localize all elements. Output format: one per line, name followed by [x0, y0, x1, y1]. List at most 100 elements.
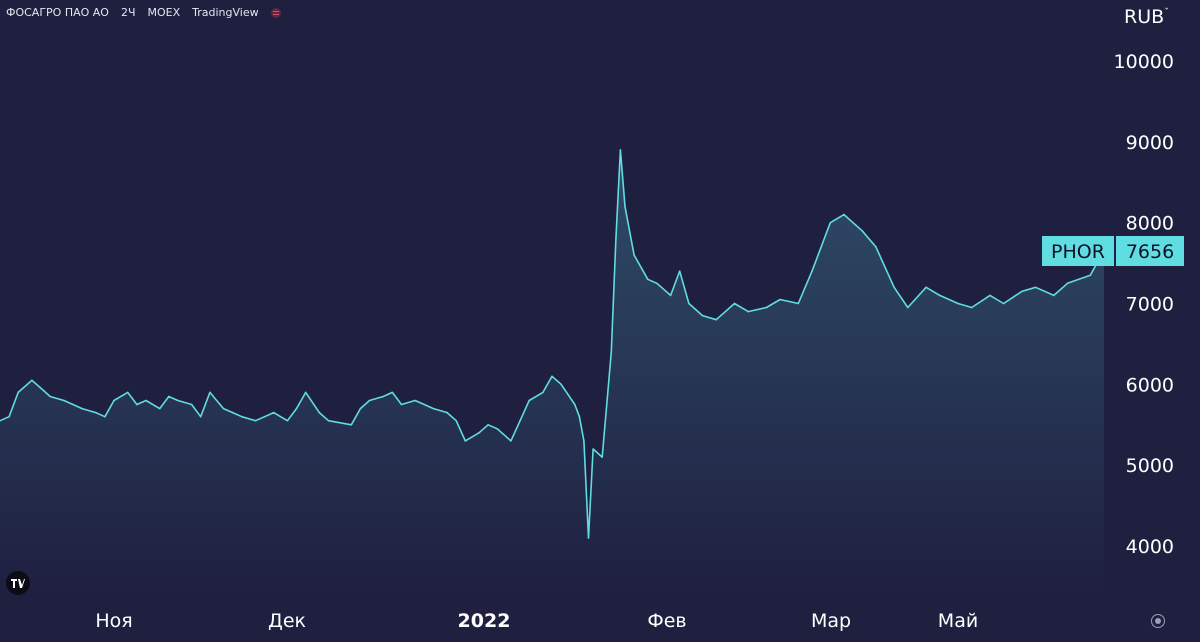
price-point	[989, 294, 991, 297]
price-point	[254, 419, 257, 422]
price-point	[542, 391, 544, 394]
price-point	[304, 391, 307, 394]
price-point	[168, 395, 170, 398]
price-point	[678, 270, 681, 273]
last-price-badge: PHOR 7656	[1042, 236, 1184, 266]
price-point	[414, 399, 416, 402]
price-point	[496, 428, 499, 430]
price-point	[656, 282, 658, 285]
price-point	[925, 286, 927, 289]
price-point	[715, 318, 717, 321]
instrument-name: ФОСАГРО ПАО АО	[6, 6, 109, 19]
price-point	[551, 375, 553, 378]
price-point	[615, 238, 617, 240]
price-point	[939, 294, 941, 297]
price-point	[272, 411, 275, 414]
price-point	[633, 254, 635, 256]
price-point	[40, 387, 42, 390]
price-point	[519, 419, 521, 422]
price-point	[350, 424, 353, 426]
price-point	[0, 419, 1, 422]
price-point	[1066, 282, 1069, 285]
price-point	[619, 149, 622, 151]
price-point	[478, 432, 480, 434]
price-area-fill	[0, 149, 1104, 600]
price-point	[861, 230, 863, 232]
price-point	[587, 537, 590, 539]
price-point	[72, 403, 74, 406]
price-point	[104, 415, 106, 418]
ticker-label: PHOR	[1051, 241, 1105, 263]
price-point	[17, 391, 20, 394]
y-tick-label: 4000	[1126, 536, 1174, 558]
price-point	[487, 424, 489, 426]
price-point	[1053, 294, 1055, 297]
price-point	[49, 395, 51, 398]
price-point	[560, 383, 562, 386]
price-point	[432, 407, 435, 410]
price-point	[893, 286, 895, 289]
price-point	[510, 440, 512, 442]
price-point	[875, 246, 877, 248]
tradingview-logo-icon[interactable]	[6, 571, 30, 595]
price-point	[295, 407, 298, 410]
price-point	[624, 205, 626, 208]
y-tick-label: 5000	[1126, 455, 1174, 477]
exchange-label: MOEX	[147, 6, 181, 19]
interval-label[interactable]: 2Ч	[120, 6, 136, 19]
price-point	[610, 351, 613, 353]
last-price-label: 7656	[1126, 241, 1174, 263]
symbol-indicator-icon	[270, 8, 281, 18]
price-point	[158, 407, 161, 410]
price-point	[136, 403, 138, 406]
price-point	[829, 221, 832, 224]
price-point	[199, 415, 202, 418]
price-point	[907, 306, 909, 309]
price-point	[318, 411, 321, 414]
price-point	[669, 294, 672, 297]
y-tick-label: 10000	[1114, 51, 1174, 73]
price-point	[359, 407, 362, 410]
y-axis[interactable]: 4000 5000 6000 7000 8000 9000 10000	[1114, 51, 1174, 558]
currency-selector[interactable]: RUBˇ	[1124, 6, 1169, 28]
price-point	[286, 419, 289, 422]
chevron-down-icon: ˇ	[1164, 7, 1170, 19]
settings-gear-icon[interactable]	[1151, 614, 1165, 628]
x-tick-label: Май	[938, 610, 978, 632]
ticker-badge-bg	[1042, 236, 1114, 266]
x-axis[interactable]: Ноя Дек 2022 Фев Мар Май	[95, 610, 978, 632]
price-point	[583, 440, 585, 442]
x-tick-label: 2022	[458, 610, 511, 632]
x-tick-label: Ноя	[95, 610, 132, 632]
price-point	[63, 399, 65, 402]
x-tick-label: Дек	[268, 610, 306, 632]
price-point	[592, 448, 594, 450]
source-label: TradingView	[192, 6, 259, 19]
price-point	[263, 415, 266, 418]
price-point	[423, 403, 426, 406]
price-point	[528, 399, 530, 402]
price-point	[701, 314, 704, 317]
price-point	[843, 213, 845, 216]
price-point	[177, 399, 179, 402]
price-point	[8, 415, 10, 418]
price-point	[601, 456, 603, 458]
price-point	[1021, 290, 1023, 293]
chart-header: ФОСАГРО ПАО АО 2Ч MOEX TradingView	[6, 6, 281, 20]
price-point	[145, 399, 147, 402]
price-point	[31, 379, 33, 382]
price-point	[797, 302, 800, 305]
price-point	[400, 403, 403, 406]
price-point	[957, 302, 959, 305]
price-point	[1089, 274, 1092, 277]
price-point	[190, 403, 193, 406]
price-point	[765, 306, 768, 309]
price-point	[578, 415, 581, 418]
price-point	[647, 278, 649, 281]
price-point	[95, 411, 97, 414]
price-point	[382, 395, 385, 398]
currency-label: RUB	[1124, 6, 1165, 28]
x-tick-label: Мар	[811, 610, 851, 632]
price-point	[113, 399, 115, 402]
